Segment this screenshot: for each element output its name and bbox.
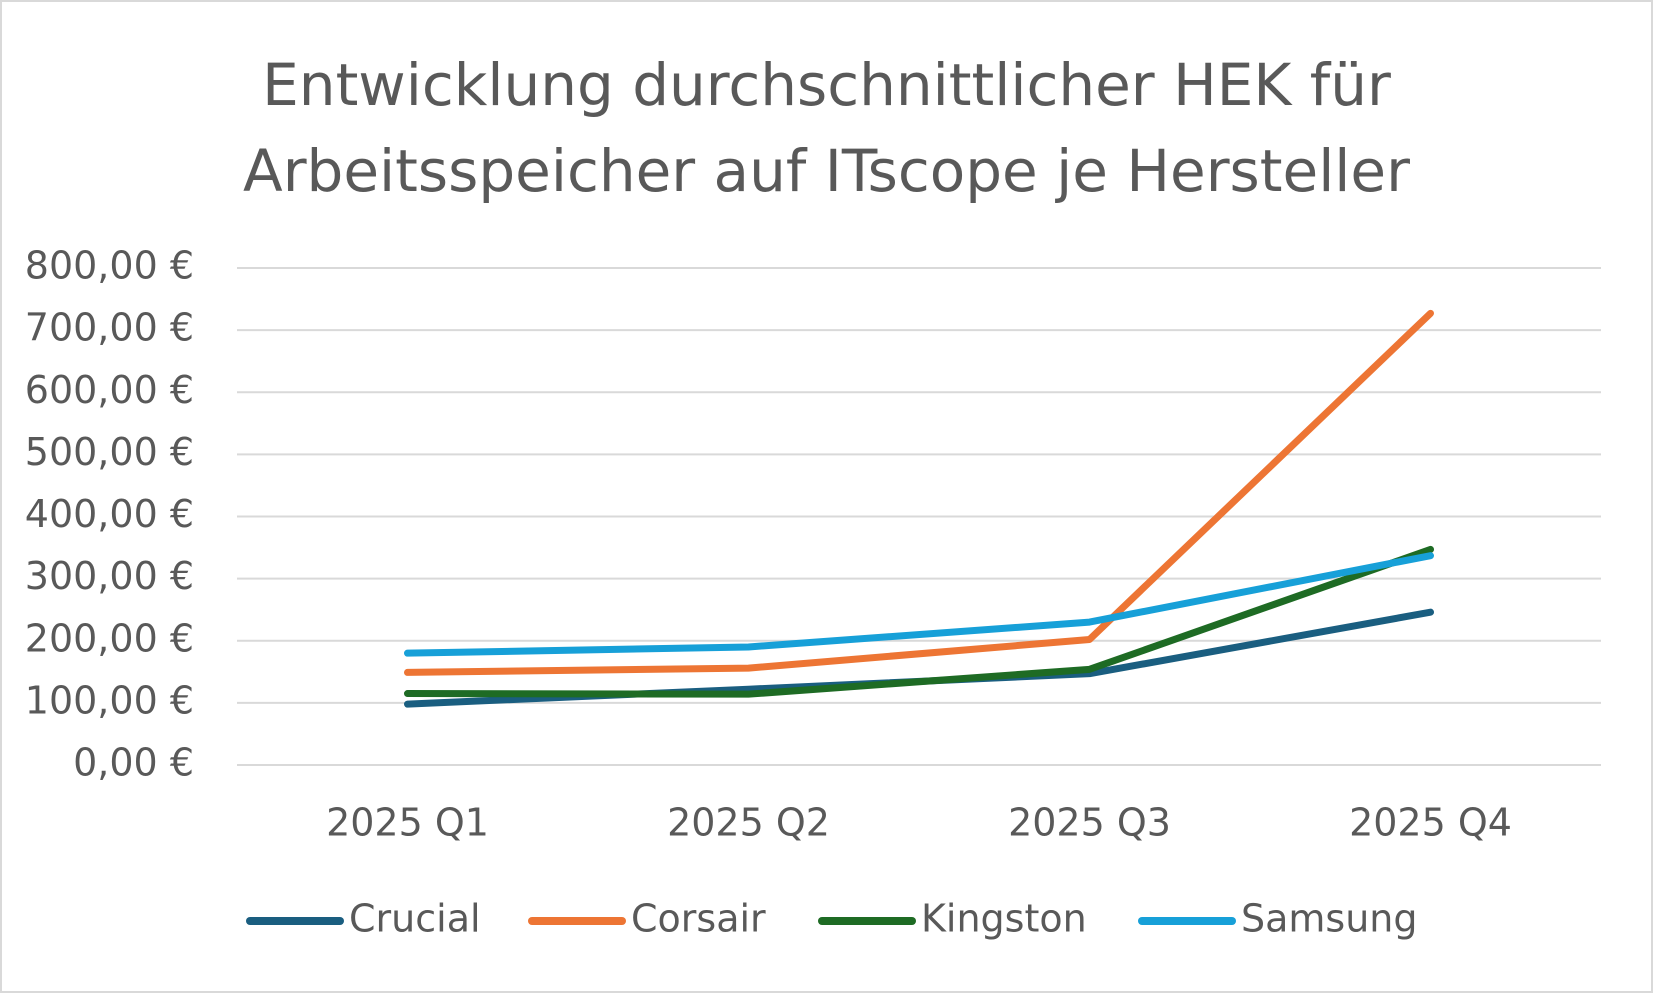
data-line	[404, 608, 1434, 708]
y-tick-label: 0,00 €	[73, 741, 194, 785]
y-tick-label: 500,00 €	[25, 430, 194, 474]
data-line	[404, 545, 1434, 698]
y-tick-label: 400,00 €	[25, 492, 194, 536]
legend-label: Crucial	[349, 897, 481, 941]
y-tick-label: 300,00 €	[25, 554, 194, 598]
data-line	[404, 309, 1434, 676]
data-line	[404, 552, 1434, 657]
y-tick-label: 100,00 €	[25, 678, 194, 722]
y-tick-label: 700,00 €	[25, 306, 194, 350]
legend-label: Kingston	[921, 897, 1087, 941]
x-tick-label: 2025 Q1	[326, 801, 489, 845]
legend-label: Corsair	[631, 897, 766, 941]
x-tick-label: 2025 Q2	[667, 801, 830, 845]
legend-label: Samsung	[1241, 897, 1418, 941]
y-tick-label: 200,00 €	[25, 616, 194, 660]
y-tick-label: 600,00 €	[25, 368, 194, 412]
x-tick-label: 2025 Q4	[1349, 801, 1512, 845]
chart-title: Entwicklung durchschnittlicher HEK für A…	[243, 51, 1410, 205]
x-tick-label: 2025 Q3	[1008, 801, 1171, 845]
y-tick-label: 800,00 €	[25, 244, 194, 288]
